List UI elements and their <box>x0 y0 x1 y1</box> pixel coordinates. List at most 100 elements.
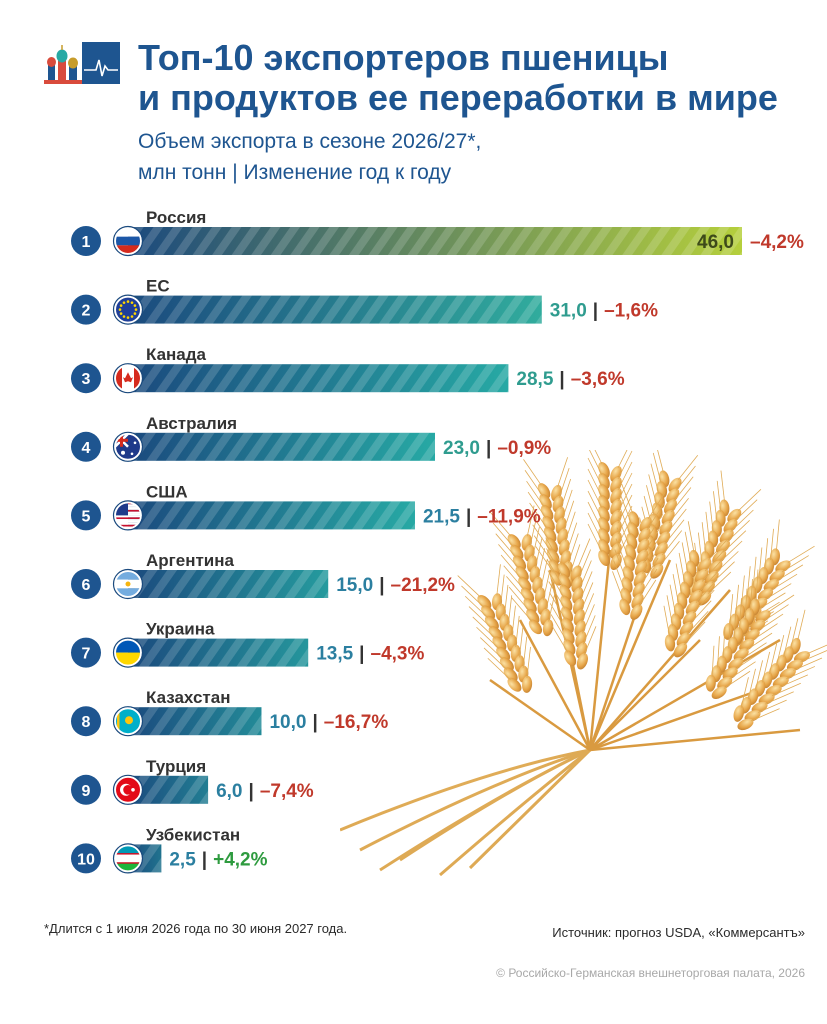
value-label: 6,0 <box>216 781 242 802</box>
kazakhstan-flag-icon <box>112 706 144 737</box>
wheat-illustration <box>340 450 827 877</box>
subtitle-line-2: млн тонн | Изменение год к году <box>138 161 452 184</box>
change-label: –4,3% <box>371 644 425 665</box>
bar-row: Австралия 4 23,0 | –0,9% <box>71 414 551 462</box>
change-label: –0,9% <box>497 438 551 459</box>
value-label: 31,0 <box>550 301 587 322</box>
change-label: –3,6% <box>571 369 625 390</box>
rank-badge <box>71 431 101 462</box>
rank-label: 9 <box>82 783 91 800</box>
change-label: –21,2% <box>391 575 456 596</box>
subtitle: Объем экспорта в сезоне 2026/27*, млн то… <box>138 126 481 188</box>
bar-row: Узбекистан 10 2,5 | +4,2% <box>71 825 268 874</box>
country-label: Казахстан <box>146 688 230 707</box>
bar-stripes <box>128 432 435 461</box>
rank-label: 5 <box>82 508 91 525</box>
bar-stripes <box>128 364 509 393</box>
canada-flag-icon <box>112 363 144 394</box>
value-label: 28,5 <box>516 369 553 390</box>
ukraine-flag-icon <box>112 637 144 668</box>
russia-flag-icon <box>112 225 144 257</box>
country-label: Узбекистан <box>146 825 240 844</box>
value-label: 2,5 <box>169 849 196 870</box>
rank-badge <box>71 843 101 874</box>
value-change-label: 2,5 | +4,2% <box>169 849 267 870</box>
country-label: Канада <box>146 345 207 364</box>
bar-row: ЕС 2 31,0 | –1,6% <box>71 277 658 325</box>
separator: | <box>249 781 254 802</box>
separator: | <box>466 506 471 527</box>
change-label: –16,7% <box>324 712 389 733</box>
value-label: 15,0 <box>336 575 373 596</box>
separator: | <box>312 712 317 733</box>
rank-label: 1 <box>82 234 91 251</box>
country-label: США <box>146 482 188 501</box>
rank-badge <box>71 294 101 325</box>
rank-badge <box>71 569 101 599</box>
separator: | <box>559 369 564 390</box>
value-change-label: 31,0 | –1,6% <box>550 301 658 322</box>
value-label: 23,0 <box>443 438 480 459</box>
change-label: –4,2% <box>750 232 804 253</box>
value-label: 13,5 <box>316 644 353 665</box>
country-label: ЕС <box>146 277 170 296</box>
bar-stripes <box>128 707 262 736</box>
bar-row: Россия 1 46,0 –4,2% <box>71 208 804 257</box>
country-label: Украина <box>146 620 215 639</box>
bar-row: США 5 21,5 | –11,9% <box>71 482 541 531</box>
separator: | <box>593 301 598 322</box>
value-change-label: 13,5 | –4,3% <box>316 644 424 665</box>
rank-badge <box>71 500 101 531</box>
value-label: 46,0 <box>697 232 734 253</box>
country-label: Австралия <box>146 414 237 433</box>
rank-label: 4 <box>82 440 91 457</box>
value-change-label: 23,0 | –0,9% <box>443 438 551 459</box>
bar-row: Казахстан 8 10,0 | –16,7% <box>71 688 388 737</box>
subtitle-line-1: Объем экспорта в сезоне 2026/27*, <box>138 130 482 153</box>
argentina-flag-icon <box>112 568 144 600</box>
rank-label: 8 <box>82 714 91 731</box>
value-change-label: 21,5 | –11,9% <box>423 506 541 527</box>
country-label: Аргентина <box>146 551 235 570</box>
bar-stripes <box>128 638 309 667</box>
separator: | <box>202 849 207 870</box>
footnote: *Длится с 1 июля 2026 года по 30 июня 20… <box>44 921 348 936</box>
rank-label: 3 <box>82 371 91 388</box>
change-label: +4,2% <box>213 849 268 870</box>
rank-badge <box>71 774 101 805</box>
change-label: –7,4% <box>260 781 314 802</box>
bar-row: Украина 7 13,5 | –4,3% <box>71 620 424 668</box>
change-label: –1,6% <box>604 301 658 322</box>
rank-badge <box>71 363 101 394</box>
bar-row: Канада 3 28,5 | –3,6% <box>71 345 625 394</box>
value-change-label: 15,0 | –21,2% <box>336 575 455 596</box>
source-note: Источник: прогноз USDA, «Коммерсантъ» <box>552 925 805 940</box>
bar-stripes <box>128 501 415 530</box>
bar-stripes <box>128 295 542 324</box>
rank-label: 2 <box>82 303 91 320</box>
rank-badge <box>71 226 101 256</box>
value-label: 10,0 <box>269 712 306 733</box>
country-label: Турция <box>146 757 206 776</box>
title-line-1: Топ-10 экспортеров пшеницы <box>138 37 669 78</box>
usa-flag-icon <box>112 500 144 531</box>
rank-label: 10 <box>77 851 95 868</box>
rank-badge <box>71 637 101 668</box>
change-label: –11,9% <box>477 506 540 527</box>
separator: | <box>379 575 384 596</box>
country-label: Россия <box>146 208 206 227</box>
turkey-flag-icon <box>112 774 144 805</box>
value-change-label: 6,0 | –7,4% <box>216 781 314 802</box>
eu-flag-icon <box>112 294 144 325</box>
rank-badge <box>71 706 101 737</box>
bar-stripes <box>128 570 329 598</box>
value-change-label: 10,0 | –16,7% <box>269 712 388 733</box>
title-line-2: и продуктов ее переработки в мире <box>138 77 778 118</box>
australia-flag-icon <box>112 431 144 462</box>
value-label: 21,5 <box>423 506 460 527</box>
page-title: Топ-10 экспортеров пшеницы и продуктов е… <box>138 38 778 118</box>
value-change-label: 28,5 | –3,6% <box>516 369 624 390</box>
bar-row: Аргентина 6 15,0 | –21,2% <box>71 551 455 600</box>
copyright: © Российско-Германская внешнеторговая па… <box>496 966 805 980</box>
